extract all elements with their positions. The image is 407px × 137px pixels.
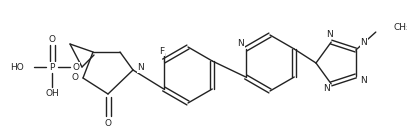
Text: HO: HO [10,62,24,72]
Text: CH₃: CH₃ [394,23,407,32]
Text: OH: OH [45,89,59,99]
Text: N: N [323,84,330,93]
Text: N: N [361,38,367,47]
Text: N: N [237,39,244,48]
Text: O: O [105,119,112,129]
Text: P: P [49,62,55,72]
Text: O: O [72,73,79,82]
Text: N: N [138,64,144,72]
Text: N: N [361,76,367,85]
Text: O: O [48,35,55,44]
Text: N: N [326,30,333,39]
Text: F: F [159,46,164,55]
Text: O: O [72,62,79,72]
